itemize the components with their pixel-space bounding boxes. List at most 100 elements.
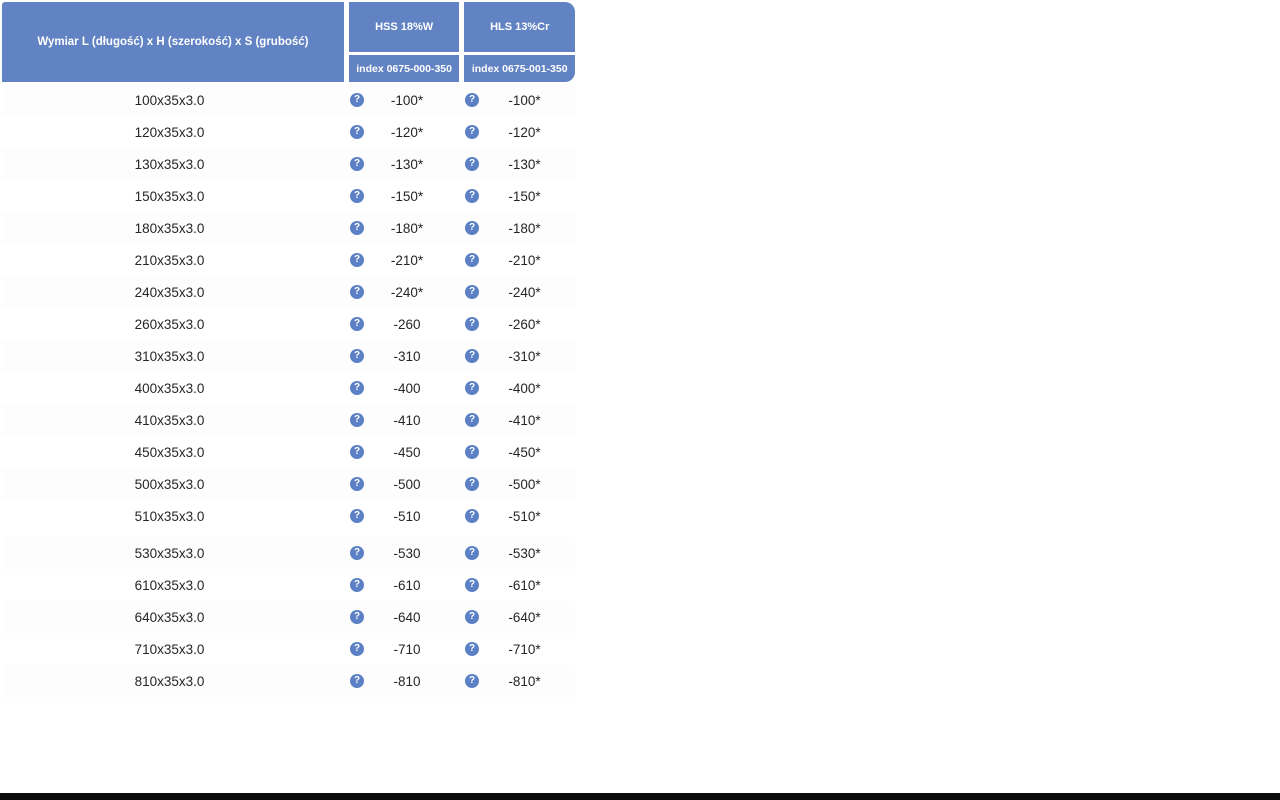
info-icon[interactable]: ? xyxy=(465,642,479,656)
info-icon[interactable]: ? xyxy=(465,157,479,171)
info-icon[interactable]: ? xyxy=(350,349,364,363)
info-icon[interactable]: ? xyxy=(350,509,364,523)
table-row: 260x35x3.0 ? -260 ? -260* xyxy=(2,308,575,340)
table-row: 500x35x3.0 ? -500 ? -500* xyxy=(2,468,575,500)
column-group-hss: HSS 18%W index 0675-000-350 xyxy=(348,2,460,82)
info-icon[interactable]: ? xyxy=(350,317,364,331)
info-icon[interactable]: ? xyxy=(350,413,364,427)
column-header-hss: HSS 18%W xyxy=(348,2,460,52)
info-icon[interactable]: ? xyxy=(350,125,364,139)
column-group-hls: HLS 13%Cr index 0675-001-350 xyxy=(464,2,576,82)
hss-info-cell: ? xyxy=(337,610,377,624)
hss-info-cell: ? xyxy=(337,413,377,427)
hss-info-cell: ? xyxy=(337,317,377,331)
hss-info-cell: ? xyxy=(337,674,377,688)
table-row: 810x35x3.0 ? -810 ? -810* xyxy=(2,665,575,697)
info-icon[interactable]: ? xyxy=(350,253,364,267)
hls-value: -210* xyxy=(508,252,541,268)
info-icon[interactable]: ? xyxy=(350,221,364,235)
hss-value: -150* xyxy=(390,188,424,204)
info-icon[interactable]: ? xyxy=(465,189,479,203)
hls-value: -120* xyxy=(508,124,541,140)
info-icon[interactable]: ? xyxy=(465,413,479,427)
hls-value: -510* xyxy=(508,508,541,524)
bottom-black-bar xyxy=(0,793,1280,800)
table-row: 640x35x3.0 ? -640 ? -640* xyxy=(2,601,575,633)
table-row: 610x35x3.0 ? -610 ? -610* xyxy=(2,569,575,601)
table-row: 180x35x3.0 ? -180* ? -180* xyxy=(2,212,575,244)
info-icon[interactable]: ? xyxy=(465,221,479,235)
info-icon[interactable]: ? xyxy=(465,253,479,267)
info-icon[interactable]: ? xyxy=(350,285,364,299)
hls-info-cell: ? xyxy=(452,221,492,235)
hss-value: -710 xyxy=(393,641,421,657)
column-index-hls: index 0675-001-350 xyxy=(464,55,576,82)
hss-value: -510 xyxy=(393,508,421,524)
info-icon[interactable]: ? xyxy=(350,642,364,656)
dimension-label: 640x35x3.0 xyxy=(134,609,205,625)
info-icon[interactable]: ? xyxy=(350,381,364,395)
hls-info-cell: ? xyxy=(452,125,492,139)
table-row: 400x35x3.0 ? -400 ? -400* xyxy=(2,372,575,404)
table-row: 130x35x3.0 ? -130* ? -130* xyxy=(2,148,575,180)
hss-info-cell: ? xyxy=(337,477,377,491)
hls-value: -260* xyxy=(508,316,541,332)
column-header-hls: HLS 13%Cr xyxy=(464,2,576,52)
dimension-label: 150x35x3.0 xyxy=(134,188,205,204)
dimension-label: 410x35x3.0 xyxy=(134,412,205,428)
hls-value: -610* xyxy=(508,577,541,593)
info-icon[interactable]: ? xyxy=(350,477,364,491)
hss-value: -310 xyxy=(393,348,421,364)
info-icon[interactable]: ? xyxy=(350,189,364,203)
hls-value: -180* xyxy=(508,220,541,236)
hss-info-cell: ? xyxy=(337,285,377,299)
hss-value: -210* xyxy=(390,252,424,268)
info-icon[interactable]: ? xyxy=(465,546,479,560)
info-icon[interactable]: ? xyxy=(350,546,364,560)
info-icon[interactable]: ? xyxy=(465,285,479,299)
hss-info-cell: ? xyxy=(337,381,377,395)
hss-value: -410 xyxy=(393,412,421,428)
hss-value: -500 xyxy=(393,476,421,492)
dimension-column-header: Wymiar L (długość) x H (szerokość) x S (… xyxy=(2,2,344,82)
hls-info-cell: ? xyxy=(452,610,492,624)
info-icon[interactable]: ? xyxy=(465,477,479,491)
hls-info-cell: ? xyxy=(452,546,492,560)
info-icon[interactable]: ? xyxy=(350,445,364,459)
hls-info-cell: ? xyxy=(452,674,492,688)
info-icon[interactable]: ? xyxy=(465,93,479,107)
dimension-label: 210x35x3.0 xyxy=(134,252,205,268)
product-dimension-table: Wymiar L (długość) x H (szerokość) x S (… xyxy=(2,2,576,697)
info-icon[interactable]: ? xyxy=(465,445,479,459)
dimension-label: 260x35x3.0 xyxy=(134,316,205,332)
table-row: 530x35x3.0 ? -530 ? -530* xyxy=(2,537,575,569)
info-icon[interactable]: ? xyxy=(465,674,479,688)
hss-info-cell: ? xyxy=(337,578,377,592)
dimension-label: 180x35x3.0 xyxy=(134,220,205,236)
hls-info-cell: ? xyxy=(452,253,492,267)
info-icon[interactable]: ? xyxy=(350,610,364,624)
table-row: 310x35x3.0 ? -310 ? -310* xyxy=(2,340,575,372)
dimension-label: 130x35x3.0 xyxy=(134,156,205,172)
hss-info-cell: ? xyxy=(337,125,377,139)
info-icon[interactable]: ? xyxy=(350,578,364,592)
hls-value: -240* xyxy=(508,284,541,300)
table-row: 710x35x3.0 ? -710 ? -710* xyxy=(2,633,575,665)
info-icon[interactable]: ? xyxy=(465,381,479,395)
dimension-label: 450x35x3.0 xyxy=(134,444,205,460)
info-icon[interactable]: ? xyxy=(465,125,479,139)
info-icon[interactable]: ? xyxy=(465,317,479,331)
hls-info-cell: ? xyxy=(452,445,492,459)
info-icon[interactable]: ? xyxy=(350,157,364,171)
hls-value: -450* xyxy=(508,444,541,460)
dimension-label: 500x35x3.0 xyxy=(134,476,205,492)
info-icon[interactable]: ? xyxy=(465,509,479,523)
hls-info-cell: ? xyxy=(452,642,492,656)
info-icon[interactable]: ? xyxy=(465,578,479,592)
hss-info-cell: ? xyxy=(337,642,377,656)
hls-value: -810* xyxy=(508,673,541,689)
info-icon[interactable]: ? xyxy=(465,349,479,363)
info-icon[interactable]: ? xyxy=(350,93,364,107)
info-icon[interactable]: ? xyxy=(465,610,479,624)
info-icon[interactable]: ? xyxy=(350,674,364,688)
